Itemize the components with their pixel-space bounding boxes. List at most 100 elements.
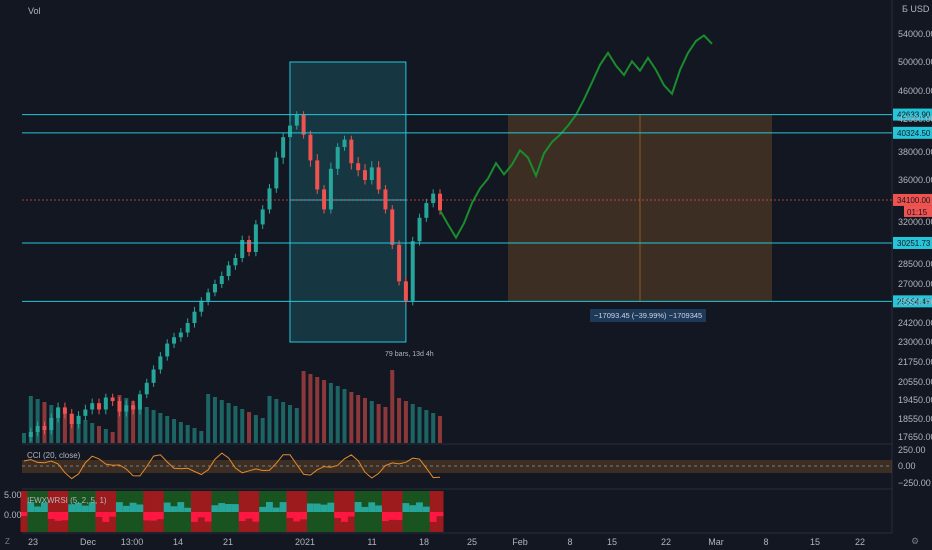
ifwxwrsi-bar xyxy=(197,512,205,518)
volume-bar xyxy=(28,396,33,443)
date-axis-tick: 13:00 xyxy=(121,537,144,547)
date-axis-tick: 23 xyxy=(28,537,38,547)
candle-body xyxy=(151,369,156,383)
ifwxwrsi-bar xyxy=(231,504,239,512)
volume-bar xyxy=(349,392,354,443)
countdown-label: 01:15 xyxy=(907,208,928,217)
volume-bar xyxy=(131,401,136,443)
volume-bar xyxy=(308,374,313,443)
volume-bar xyxy=(90,423,95,443)
volume-bar xyxy=(253,415,258,443)
ifwxwrsi-bar xyxy=(122,505,130,512)
ifwxwrsi-bar xyxy=(163,502,171,512)
candle-body xyxy=(185,323,190,333)
ifwxwrsi-bar xyxy=(115,502,123,512)
volume-bar xyxy=(219,400,224,443)
candle-body xyxy=(397,244,402,282)
date-axis-tick: 18 xyxy=(419,537,429,547)
volume-bar xyxy=(260,418,265,443)
price-axis-tick: 19450.00 xyxy=(898,395,932,405)
volume-bar xyxy=(22,433,26,443)
date-axis-tick: 15 xyxy=(607,537,617,547)
price-axis-tick: 27000.00 xyxy=(898,279,932,289)
ifwxwrsi-bar xyxy=(61,512,69,521)
ifwxwrsi-bg-bar xyxy=(197,491,205,532)
ifwxwrsi-bar xyxy=(238,512,246,522)
price-axis-tick: 50000.00 xyxy=(898,57,932,67)
price-axis-tick: 25500.00 xyxy=(898,297,932,307)
ifwxwrsi-bar xyxy=(136,504,144,512)
ifwxwrsi-bg-bar xyxy=(300,491,308,532)
ifwxwrsi-bar xyxy=(211,505,219,512)
ifwxwrsi-bg-bar xyxy=(381,491,389,532)
candle-body xyxy=(69,413,74,424)
volume-bar xyxy=(199,431,204,443)
date-axis-tick: 2021 xyxy=(295,537,315,547)
ifwxwrsi-bar xyxy=(177,502,185,512)
candle-body xyxy=(110,397,115,402)
countdown-tag xyxy=(904,205,932,217)
ifwxwrsi-bar xyxy=(266,502,274,512)
volume-bar xyxy=(124,398,129,443)
ifwxwrsi-bg-bar xyxy=(436,491,444,532)
ifwxwrsi-bg-bar xyxy=(429,491,437,532)
settings-icon[interactable]: ⚙ xyxy=(911,536,920,546)
candle-body xyxy=(42,426,47,430)
volume-bar xyxy=(390,370,395,443)
ifwxwrsi-bar xyxy=(27,502,35,512)
ifwxwrsi-bg-bar xyxy=(341,491,349,532)
ifwxwrsi-bar xyxy=(381,512,389,522)
candle-body xyxy=(192,311,197,323)
volume-bar xyxy=(342,389,347,443)
ifwxwrsi-bg-bar xyxy=(395,491,403,532)
candle-body xyxy=(253,224,258,252)
ifwxwrsi-pane xyxy=(20,491,444,532)
ifwxwrsi-bar xyxy=(129,502,137,512)
candle-body xyxy=(417,217,422,242)
ifwxwrsi-bar xyxy=(40,502,48,512)
candle-body xyxy=(349,139,354,164)
ifwxwrsi-bg-bar xyxy=(61,491,69,532)
candle-body xyxy=(56,407,61,418)
measure-label: −17093.45 (−39.99%) −1709345 xyxy=(590,309,707,322)
volume-bar xyxy=(206,394,211,443)
volume-bar xyxy=(185,425,190,443)
candle-body xyxy=(267,188,272,210)
candle-body xyxy=(424,203,429,218)
ifwxwrsi-bg-bar xyxy=(293,491,301,532)
ifwxwrsi-bg-bar xyxy=(334,491,342,532)
volume-bar xyxy=(301,371,306,443)
price-axis-tick: 23000.00 xyxy=(898,337,932,347)
currency-label[interactable]: Б USD xyxy=(902,4,929,14)
ifwxwrsi-axis-tick: 0.00 xyxy=(4,510,22,520)
volume-bar xyxy=(431,413,436,443)
date-axis-tick: Feb xyxy=(512,537,528,547)
ifwxwrsi-bg-bar xyxy=(102,491,110,532)
price-candles xyxy=(28,111,442,442)
ifwxwrsi-bar xyxy=(368,502,376,512)
ifwxwrsi-bar xyxy=(286,512,294,518)
candle-body xyxy=(103,397,108,410)
volume-bar xyxy=(247,412,252,443)
vol-label: Vol xyxy=(28,6,41,16)
ifwxwrsi-bg-bar xyxy=(252,491,260,532)
volume-bar xyxy=(97,426,102,443)
candle-body xyxy=(315,160,320,190)
ifwxwrsi-bg-bar xyxy=(156,491,164,532)
price-axis-tick: 38000.00 xyxy=(898,147,932,157)
date-range-box xyxy=(289,61,407,343)
ifwxwrsi-bar xyxy=(293,512,301,522)
date-axis-tick: 8 xyxy=(567,537,572,547)
volume-bar xyxy=(240,409,245,443)
zoom-left-icon[interactable]: Z xyxy=(5,537,10,546)
ifwxwrsi-bar xyxy=(259,506,267,512)
cci-title: CCI (20, close) xyxy=(27,451,81,460)
candle-body xyxy=(403,281,408,301)
candle-body xyxy=(376,167,381,190)
candle-body xyxy=(281,137,286,158)
ifwxwrsi-bar xyxy=(150,512,158,521)
ifwxwrsi-bg-bar xyxy=(286,491,294,532)
candle-body xyxy=(178,332,183,338)
ifwxwrsi-bar xyxy=(388,512,396,520)
